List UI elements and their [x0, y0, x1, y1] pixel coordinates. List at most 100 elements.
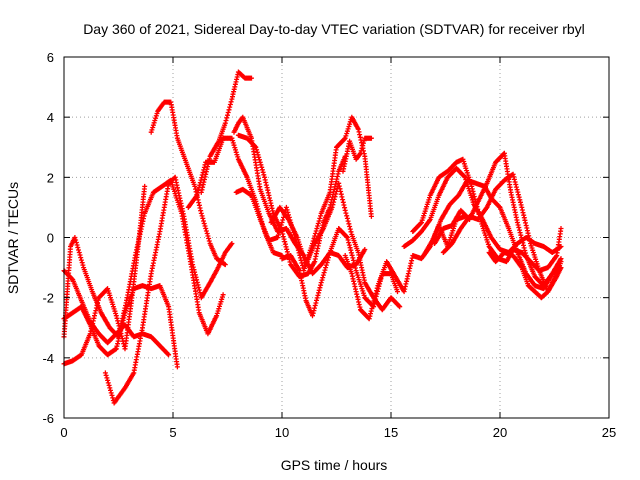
data-point	[226, 107, 232, 113]
y-tick-label: -2	[42, 291, 54, 306]
data-point	[515, 222, 521, 228]
data-point	[523, 250, 528, 256]
data-point	[228, 242, 234, 247]
data-point	[217, 303, 222, 309]
data-point	[174, 364, 180, 370]
data-point	[206, 156, 212, 162]
data-point	[116, 323, 122, 329]
series-arc14	[340, 135, 374, 174]
data-point	[106, 382, 112, 388]
x-tick-label: 20	[493, 425, 507, 440]
data-point	[218, 299, 224, 305]
data-point	[360, 143, 366, 149]
data-point	[89, 323, 95, 329]
series-arc3	[61, 177, 226, 340]
data-point	[408, 260, 414, 266]
data-point	[357, 151, 363, 157]
data-point	[229, 135, 235, 141]
data-point	[310, 313, 315, 319]
data-point	[76, 250, 82, 255]
data-point	[519, 237, 525, 243]
data-point	[109, 392, 115, 398]
data-point	[227, 102, 233, 107]
data-point	[196, 287, 202, 293]
series-arc12	[268, 180, 403, 313]
data-point	[329, 204, 335, 210]
data-point	[225, 112, 230, 118]
data-point	[78, 255, 84, 261]
y-axis-label: SDTVAR / TECUs	[5, 182, 21, 294]
data-point	[344, 235, 350, 240]
data-point	[317, 215, 323, 221]
data-point	[461, 174, 467, 180]
data-point	[80, 262, 86, 268]
data-point	[317, 285, 323, 291]
data-point	[153, 115, 159, 121]
data-point	[339, 194, 345, 200]
data-point	[341, 202, 347, 208]
data-point	[368, 311, 373, 317]
data-point	[342, 136, 347, 142]
data-point	[249, 75, 254, 81]
x-tick-label: 25	[602, 425, 616, 440]
data-point	[403, 281, 409, 287]
data-point	[190, 262, 196, 268]
data-point	[332, 194, 338, 200]
data-point	[263, 182, 269, 188]
data-point	[280, 217, 286, 223]
y-tick-label: 0	[47, 231, 54, 246]
data-point	[257, 159, 263, 165]
data-point	[200, 170, 206, 175]
data-point	[196, 200, 202, 206]
data-point	[315, 292, 321, 298]
y-tick-label: 4	[47, 110, 54, 125]
data-point	[73, 237, 79, 243]
data-point	[360, 140, 366, 146]
data-point	[284, 207, 290, 213]
data-point	[344, 234, 350, 240]
data-point	[104, 375, 110, 381]
data-point	[108, 387, 113, 393]
data-point	[315, 221, 321, 226]
data-point	[525, 230, 531, 236]
data-point	[358, 148, 364, 154]
data-point	[105, 377, 111, 383]
data-point	[200, 215, 206, 221]
data-point	[472, 196, 478, 202]
data-point	[351, 278, 357, 284]
data-point	[322, 267, 328, 273]
data-point	[373, 290, 379, 296]
series-arc6	[148, 99, 228, 268]
data-point	[338, 189, 344, 194]
data-point	[357, 132, 363, 138]
data-point	[516, 194, 522, 200]
data-point	[198, 210, 204, 216]
data-point	[427, 218, 432, 223]
data-point	[110, 395, 116, 401]
data-point	[396, 303, 402, 309]
x-tick-label: 0	[60, 425, 67, 440]
series-arc13	[279, 226, 400, 319]
data-point	[418, 220, 424, 226]
data-point	[348, 250, 354, 256]
x-axis-label: GPS time / hours	[281, 457, 388, 473]
data-point	[283, 204, 289, 210]
data-point	[199, 172, 205, 178]
data-point	[323, 262, 329, 268]
data-point	[114, 315, 120, 321]
data-point	[347, 121, 353, 127]
data-point	[229, 241, 235, 246]
data-point	[113, 313, 119, 319]
data-point	[374, 285, 380, 291]
data-point	[118, 331, 124, 336]
data-point	[149, 127, 155, 133]
data-point	[316, 218, 322, 224]
y-tick-label: -6	[42, 411, 54, 426]
data-point	[201, 179, 207, 185]
data-point	[369, 306, 375, 311]
data-point	[192, 183, 198, 189]
data-point	[331, 199, 337, 205]
data-point	[201, 221, 207, 226]
y-tick-label: 2	[47, 170, 54, 185]
data-point	[318, 213, 323, 219]
